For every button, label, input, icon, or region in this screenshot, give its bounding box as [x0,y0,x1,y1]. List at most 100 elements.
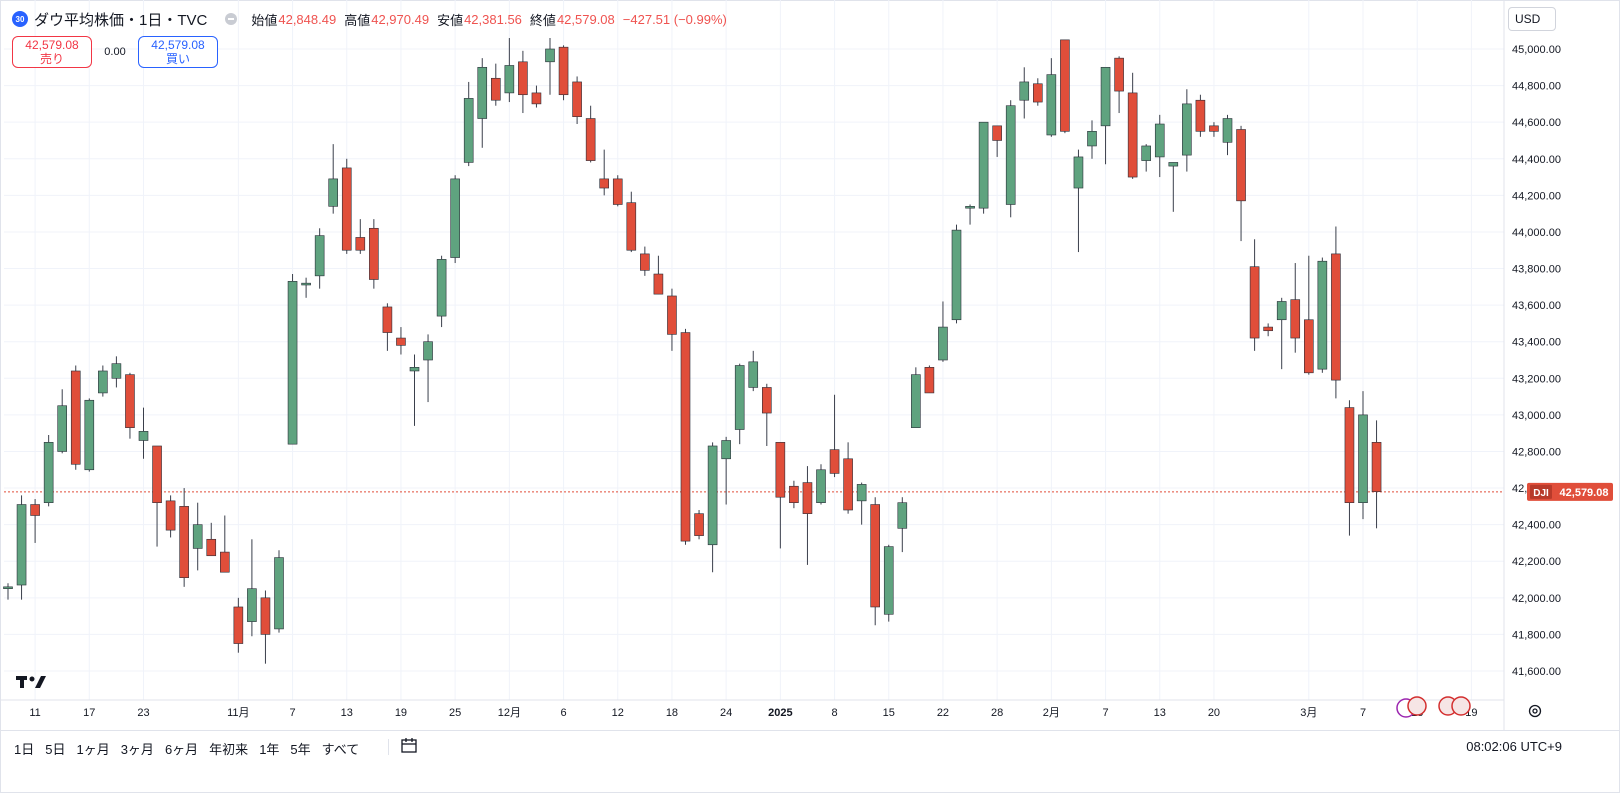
candle [585,105,596,163]
candle-body [626,202,637,251]
candle [233,597,244,653]
candle-body [897,502,908,529]
candle [1290,263,1301,353]
candle-body [1073,156,1084,189]
candle-body [870,504,881,608]
candle-body [1046,74,1057,136]
x-tick-label: 7 [1102,707,1108,719]
candle [57,389,68,454]
candle-body [518,61,528,96]
clock[interactable]: 08:02:06 UTC+9 [1466,739,1562,754]
candle-body [1087,131,1097,147]
range-button[interactable]: 年初来 [209,742,249,757]
candle-body [1371,442,1382,493]
candle-body [653,273,664,295]
x-tick-label: 13 [1154,707,1166,719]
symbol-badge-icon[interactable]: 30 [12,11,28,27]
settings-icon[interactable] [1524,700,1546,722]
bottom-toolbar: 1日 5日 1ヶ月 3ヶ月 6ヶ月 年初来 1年 5年 すべて 08:02:06 UTC+9 [0,730,1620,763]
candle-body [1222,118,1233,143]
candle-body [680,332,691,542]
candle [789,480,799,509]
candle [721,436,731,505]
candle [179,488,189,587]
candle [396,327,406,355]
candle [748,350,759,392]
candle-body [978,121,989,209]
candle-body [1263,326,1273,332]
spread-value: 0.00 [104,46,126,58]
symbol-title[interactable]: ダウ平均株価・1日・TVC [34,11,208,29]
candle [667,288,677,351]
range-button[interactable]: 1日 [14,742,35,757]
x-tick-label: 23 [137,707,149,719]
candle-body [43,442,54,503]
candle-body [1100,66,1111,127]
candle [978,121,989,214]
candle [436,255,447,328]
candle-body [125,374,135,428]
candle-body [640,253,650,271]
x-tick-label: 22 [937,707,949,719]
candle [1371,420,1382,529]
candle [1019,67,1030,119]
candle-body [247,588,257,622]
candle-body [721,440,731,460]
candle-body [843,458,853,511]
buy-button[interactable]: 42,579.08 買い [138,36,218,68]
candle [518,50,528,114]
candle-body [179,506,189,578]
candle-body [98,370,108,394]
candle [192,502,203,571]
candle-body [585,118,596,161]
candle-body [856,484,867,502]
event-flag-icon[interactable] [1407,696,1427,716]
last-price-tag-value: 42,579.08 [1560,487,1609,499]
y-tick-label: 43,600.00 [1512,300,1561,312]
eye-icon[interactable] [225,13,238,25]
candle-body [369,227,379,280]
calendar-range-icon[interactable] [400,736,418,754]
candle-body [789,485,799,503]
x-tick-label: 8 [831,707,837,719]
range-button[interactable]: 5年 [290,742,311,757]
candle-body [1304,319,1314,374]
candle [1087,120,1097,159]
candle-body [233,606,244,644]
tradingview-logo-icon[interactable] [16,670,46,696]
x-tick-label: 12 [612,707,624,719]
candle [1060,39,1070,134]
candle-body [1019,81,1030,101]
candle-body [490,77,501,101]
x-tick-label: 7 [289,707,295,719]
range-button[interactable]: 1年 [259,742,280,757]
candle [1168,162,1179,212]
sell-button[interactable]: 42,579.08 売り [12,36,92,68]
event-flag-icon[interactable] [1451,696,1471,716]
currency-select[interactable]: USD [1508,7,1556,31]
range-button[interactable]: 3ヶ月 [120,742,154,757]
range-button[interactable]: すべて [321,742,360,757]
range-button[interactable]: 1ヶ月 [76,742,110,757]
event-flags[interactable] [1396,696,1471,718]
toolbar-separator [388,739,389,755]
candle [1182,89,1192,172]
range-button[interactable]: 5日 [45,742,66,757]
candle [545,38,555,95]
range-button[interactable]: 6ヶ月 [164,742,199,757]
y-tick-label: 44,800.00 [1512,81,1561,93]
settings-icon-shape [1528,704,1542,718]
low-label: 安値 [437,12,464,28]
candle-body [436,259,447,317]
candle-body [1358,414,1368,503]
candle [1127,72,1138,179]
candle [84,398,95,472]
candle [1005,100,1016,218]
close-value: 42,579.08 [556,11,615,27]
candle-body [328,178,339,207]
candle [1344,400,1355,536]
candle-body [938,326,948,361]
candle [247,539,257,637]
candle [870,497,881,626]
